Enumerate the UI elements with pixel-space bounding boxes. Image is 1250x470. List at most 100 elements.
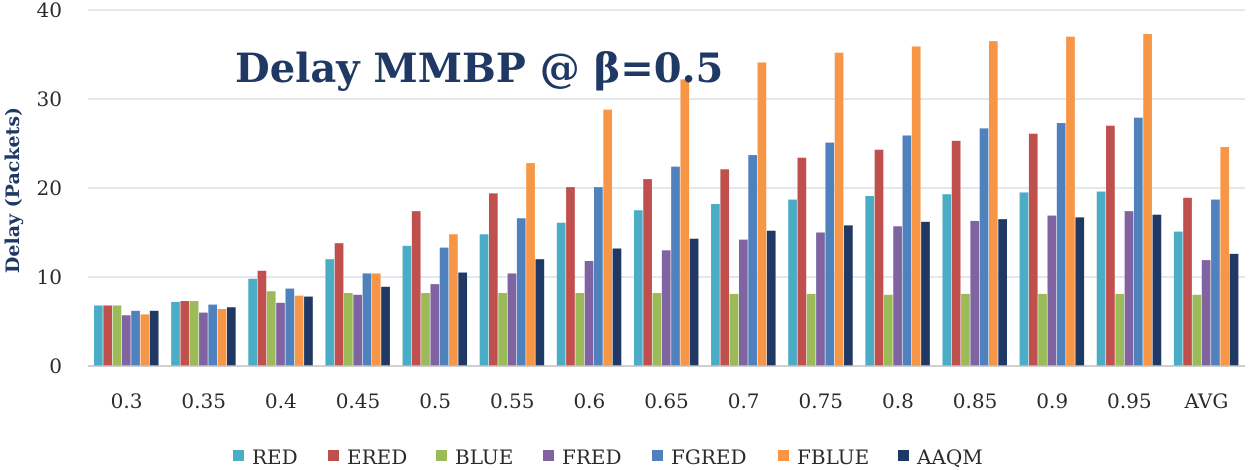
bar-ered (643, 179, 652, 366)
bar-fred (430, 284, 440, 366)
x-tick-label: 0.45 (336, 389, 381, 413)
bar-fblue (1066, 36, 1075, 366)
bar-blue (729, 293, 739, 366)
bar-ered (257, 270, 267, 366)
bar-blue (112, 305, 122, 366)
legend-swatch-blue (436, 450, 447, 461)
x-axis-ticks: 0.3 0.35 0.4 0.45 0.5 0.55 0.6 0.65 0.7 0.75 0.8 0.… (111, 389, 1229, 413)
bar-fred (738, 239, 748, 366)
bar-ered (1106, 125, 1115, 366)
legend-swatch-fgred (652, 450, 663, 461)
bar-fblue (1220, 147, 1230, 366)
bar-red (94, 305, 103, 366)
bar-blue (498, 293, 507, 366)
bar-fgred (1133, 117, 1143, 366)
bar-aaqm (921, 221, 930, 366)
legend-swatch-fred (543, 450, 554, 461)
y-tick-label: 40 (37, 0, 62, 22)
bar-red (556, 222, 566, 366)
bar-aaqm (612, 248, 622, 366)
legend-swatch-aaqm (898, 450, 909, 461)
bar-fred (1201, 260, 1211, 366)
bar-fblue (294, 295, 304, 366)
bar-fred (816, 232, 825, 366)
bar-blue (189, 301, 199, 366)
legend-swatch-fblue (778, 450, 789, 461)
legend-swatch-ered (328, 450, 339, 461)
bar-red (1019, 192, 1029, 366)
bar-aaqm (1229, 253, 1239, 366)
bar-fblue (680, 79, 690, 367)
bar-fgred (516, 218, 526, 366)
bar-fblue (1143, 34, 1152, 366)
bar-ered (951, 140, 961, 366)
bar-red (711, 204, 720, 366)
legend-label-fgred: FGRED (671, 445, 747, 469)
bar-blue (806, 293, 816, 366)
bar-fgred (1211, 199, 1220, 366)
bar-fred (276, 302, 285, 366)
x-tick-label: 0.55 (490, 389, 535, 413)
legend-label-ered: ERED (347, 445, 407, 469)
bar-fred (507, 273, 517, 366)
bar-blue (883, 294, 893, 366)
bar-fblue (217, 309, 227, 366)
bar-fgred (439, 247, 449, 366)
bar-fblue (911, 46, 921, 367)
bar-ered (180, 301, 190, 366)
bar-red (171, 301, 180, 366)
bar-ered (720, 169, 730, 366)
bar-fred (970, 220, 980, 366)
bar-aaqm (458, 272, 468, 366)
bar-blue (1038, 293, 1047, 366)
bar-fgred (131, 310, 140, 366)
bar-red (633, 210, 643, 366)
x-tick-label: 0.9 (1036, 389, 1068, 413)
bar-red (1096, 191, 1106, 366)
x-tick-label: 0.6 (573, 389, 605, 413)
bar-red (942, 194, 952, 366)
y-tick-label: 30 (37, 87, 62, 111)
bar-fred (893, 226, 902, 366)
bar-aaqm (766, 230, 776, 366)
bar-blue (266, 291, 276, 366)
x-tick-label: 0.4 (265, 389, 297, 413)
bar-ered (411, 211, 421, 366)
bar-blue (961, 293, 970, 366)
bar-ered (797, 157, 807, 366)
x-tick-label: 0.75 (799, 389, 844, 413)
x-tick-label: 0.3 (111, 389, 143, 413)
legend-label-fred: FRED (562, 445, 622, 469)
bar-fgred (594, 187, 603, 366)
bar-blue (421, 293, 430, 366)
bar-fblue (371, 273, 381, 366)
bar-blue (1192, 294, 1202, 366)
bar-fgred (208, 304, 218, 366)
x-tick-label: 0.85 (953, 389, 998, 413)
y-axis-label: Delay (Packets) (2, 107, 24, 273)
x-tick-label: 0.95 (1107, 389, 1152, 413)
bar-fblue (834, 52, 844, 366)
bar-fred (661, 250, 671, 366)
x-tick-label: 0.7 (728, 389, 760, 413)
y-axis-ticks: 0 10 20 30 40 (37, 0, 62, 378)
bar-fgred (671, 166, 680, 366)
bar-aaqm (381, 286, 390, 366)
bar-fgred (902, 135, 912, 366)
bar-ered (1183, 197, 1192, 366)
x-tick-label: 0.8 (882, 389, 914, 413)
bar-red (402, 245, 412, 366)
bar-fgred (748, 155, 757, 366)
bar-aaqm (998, 219, 1007, 366)
bar-red (1173, 231, 1183, 366)
bar-fblue (603, 109, 613, 367)
y-tick-label: 0 (49, 354, 62, 378)
bar-fgred (979, 128, 989, 366)
x-tick-label: 0.65 (644, 389, 689, 413)
bar-ered (488, 193, 498, 366)
bar-fred (199, 312, 208, 366)
legend-label-red: RED (252, 445, 298, 469)
bar-fblue (449, 234, 458, 366)
bar-ered (334, 243, 344, 366)
